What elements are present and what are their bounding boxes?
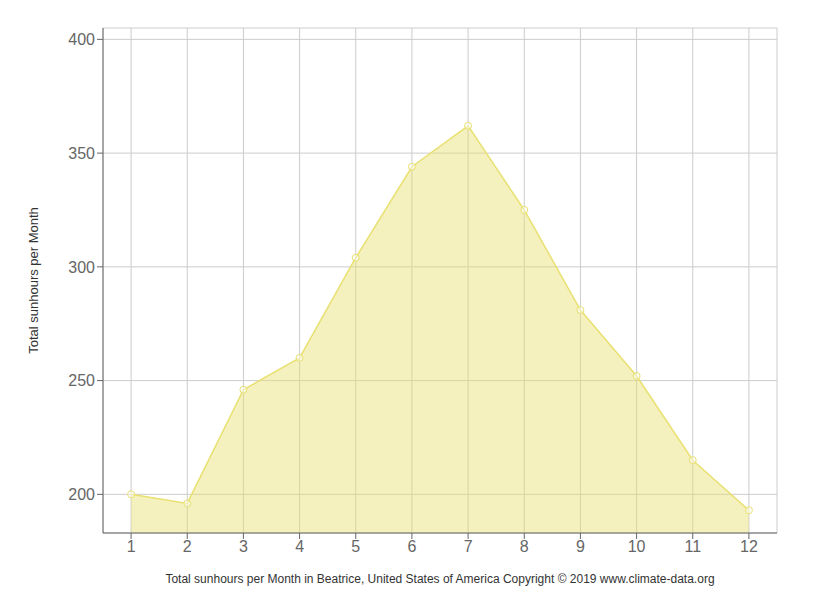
svg-text:300: 300	[68, 259, 95, 276]
svg-text:250: 250	[68, 372, 95, 389]
svg-text:9: 9	[576, 538, 585, 555]
svg-text:350: 350	[68, 145, 95, 162]
svg-text:5: 5	[351, 538, 360, 555]
svg-text:3: 3	[239, 538, 248, 555]
svg-text:11: 11	[684, 538, 701, 555]
svg-text:1: 1	[127, 538, 136, 555]
svg-text:10: 10	[628, 538, 646, 555]
svg-text:6: 6	[407, 538, 416, 555]
svg-text:8: 8	[520, 538, 529, 555]
svg-text:200: 200	[68, 486, 95, 503]
svg-text:2: 2	[183, 538, 192, 555]
svg-text:12: 12	[740, 538, 758, 555]
svg-text:7: 7	[464, 538, 473, 555]
svg-text:4: 4	[295, 538, 304, 555]
svg-text:Total sunhours per Month: Total sunhours per Month	[26, 207, 41, 354]
svg-text:400: 400	[68, 31, 95, 48]
svg-text:Total sunhours per Month in Be: Total sunhours per Month in Beatrice, Un…	[165, 572, 714, 586]
